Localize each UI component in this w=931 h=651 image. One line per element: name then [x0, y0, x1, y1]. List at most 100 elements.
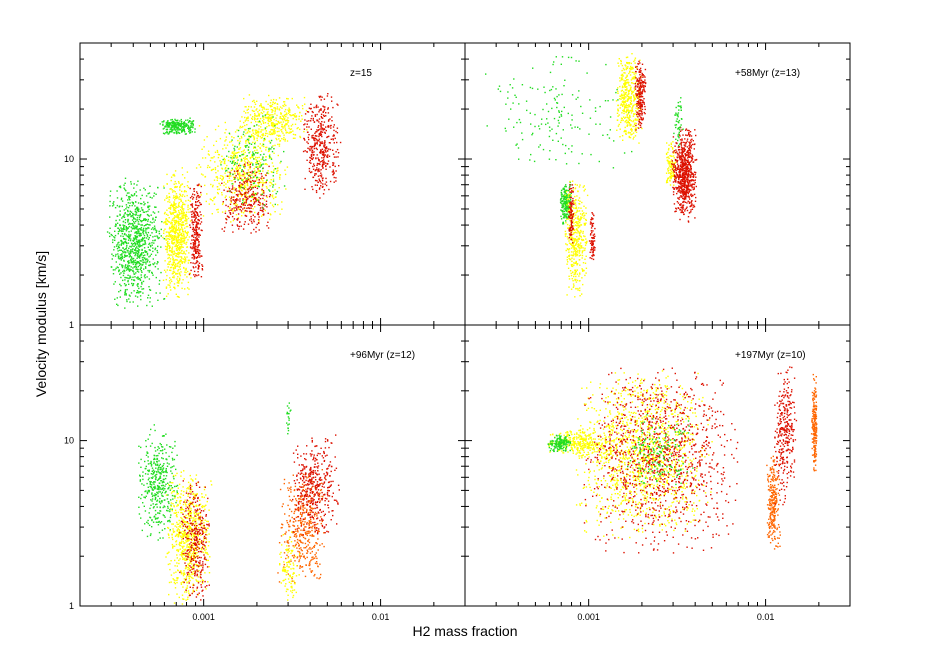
data-point [272, 109, 274, 112]
data-point [180, 223, 182, 226]
data-point [179, 185, 181, 188]
data-point [623, 98, 625, 100]
data-point [234, 210, 236, 212]
data-point [626, 119, 628, 121]
data-point [251, 154, 253, 156]
data-point [181, 174, 184, 176]
data-point [255, 171, 258, 174]
data-point [567, 209, 569, 211]
data-point [229, 203, 232, 205]
data-point [531, 87, 534, 90]
data-point [184, 242, 186, 244]
data-point [187, 186, 190, 189]
data-point [195, 248, 197, 250]
data-point [137, 256, 139, 258]
data-point [192, 262, 194, 264]
data-point [179, 268, 181, 270]
data-point [312, 188, 314, 191]
data-point [271, 196, 274, 198]
data-point [189, 272, 191, 274]
data-point [142, 261, 144, 263]
data-point [184, 258, 187, 260]
data-point [636, 119, 638, 121]
data-point [174, 170, 177, 172]
data-point [242, 199, 244, 202]
data-point [274, 107, 277, 110]
data-point [182, 252, 184, 255]
data-point [197, 274, 200, 276]
data-point [262, 214, 264, 216]
data-point [113, 246, 116, 248]
data-point [560, 215, 562, 218]
data-point [640, 106, 642, 108]
data-point [574, 126, 576, 128]
data-point [326, 136, 328, 139]
data-point [628, 62, 631, 64]
data-point [624, 84, 626, 86]
data-point [174, 271, 176, 274]
data-point [219, 177, 221, 179]
data-point [276, 123, 279, 126]
data-point [281, 125, 283, 128]
data-point [130, 252, 132, 254]
data-point [235, 152, 237, 154]
data-point [181, 243, 183, 246]
data-point [264, 209, 266, 212]
data-point [640, 83, 642, 85]
data-point [633, 89, 636, 91]
data-point [165, 287, 168, 289]
data-point [315, 147, 317, 149]
data-point [265, 180, 267, 183]
data-point [187, 125, 190, 128]
data-point [260, 181, 262, 184]
data-point [252, 164, 254, 166]
data-point [313, 136, 315, 139]
data-point [254, 194, 256, 196]
data-point [138, 234, 140, 236]
data-point [630, 103, 632, 106]
data-point [304, 119, 306, 121]
data-point [137, 210, 140, 213]
data-point [306, 120, 308, 122]
data-point [188, 126, 190, 129]
data-point [323, 98, 326, 100]
data-point [248, 161, 251, 163]
data-point [631, 129, 633, 131]
data-point [336, 132, 339, 134]
data-point [504, 127, 506, 130]
data-point [634, 57, 637, 59]
data-point [256, 132, 258, 134]
data-point [116, 297, 118, 299]
data-point [200, 203, 202, 206]
data-point [259, 117, 262, 120]
data-point [249, 168, 251, 170]
data-point [122, 279, 124, 282]
data-point [212, 200, 214, 202]
data-point [179, 213, 181, 215]
data-point [175, 211, 177, 213]
data-point [217, 193, 219, 195]
data-point [224, 159, 226, 161]
data-point [183, 238, 185, 240]
data-point [569, 194, 571, 196]
data-point [641, 105, 643, 107]
data-point [177, 281, 180, 283]
data-point [249, 175, 251, 177]
data-point [253, 185, 255, 187]
data-point [634, 83, 636, 85]
data-point [312, 157, 314, 159]
data-point [236, 224, 238, 226]
data-point [151, 197, 153, 199]
data-point [195, 231, 197, 234]
data-point [195, 211, 198, 213]
data-point [191, 235, 193, 238]
data-point [173, 253, 175, 256]
data-point [636, 95, 639, 97]
data-point [133, 194, 136, 196]
data-point [315, 169, 317, 171]
data-point [190, 211, 192, 213]
data-point [127, 264, 129, 266]
data-point [292, 137, 295, 139]
data-point [332, 164, 335, 166]
data-point [313, 163, 315, 165]
